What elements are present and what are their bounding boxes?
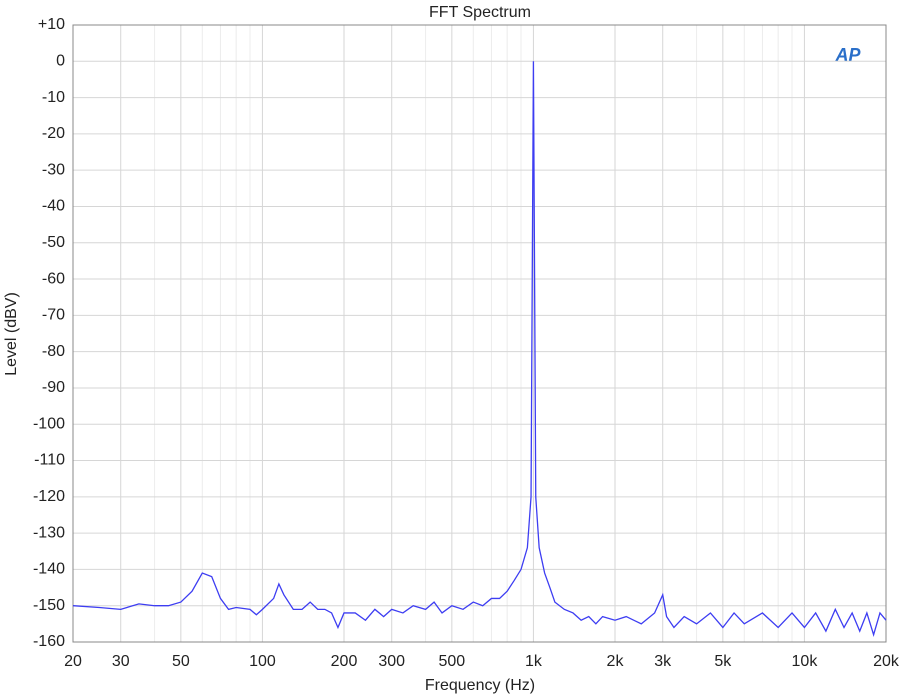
- y-tick-label: -100: [33, 415, 65, 432]
- y-tick-label: +10: [38, 16, 65, 33]
- spectrum-line: [72, 61, 887, 637]
- x-tick-label: 500: [438, 653, 465, 670]
- y-tick-label: -20: [42, 125, 65, 142]
- x-axis-label: Frequency (Hz): [425, 677, 535, 694]
- y-tick-label: -110: [34, 452, 65, 469]
- x-tick-label: 20k: [873, 653, 900, 670]
- x-tick-label: 3k: [654, 653, 672, 670]
- y-tick-label: -90: [42, 379, 65, 396]
- x-tick-label: 30: [112, 653, 130, 670]
- y-tick-label: -30: [42, 161, 65, 178]
- x-tick-label: 10k: [792, 653, 819, 670]
- y-tick-label: -80: [42, 343, 65, 360]
- y-tick-label: 0: [56, 53, 65, 70]
- x-tick-label: 100: [249, 653, 276, 670]
- logo: AP: [834, 45, 861, 65]
- y-tick-label: -160: [33, 633, 65, 650]
- x-tick-label: 5k: [714, 653, 732, 670]
- chart-title: FFT Spectrum: [429, 4, 531, 21]
- y-tick-label: -50: [42, 234, 65, 251]
- x-tick-label: 2k: [607, 653, 625, 670]
- y-tick-label: -70: [42, 307, 65, 324]
- y-tick-label: -140: [33, 561, 65, 578]
- y-tick-label: -150: [33, 597, 65, 614]
- y-tick-label: -10: [42, 89, 65, 106]
- x-tick-label: 1k: [525, 653, 543, 670]
- y-axis-label: Level (dBV): [3, 292, 20, 376]
- x-tick-label: 300: [378, 653, 405, 670]
- x-tick-label: 50: [172, 653, 190, 670]
- x-tick-label: 200: [331, 653, 358, 670]
- plot-frame: [72, 24, 887, 643]
- y-tick-label: -120: [33, 488, 65, 505]
- y-tick-label: -130: [33, 524, 65, 541]
- x-tick-label: 20: [64, 653, 82, 670]
- y-tick-label: -60: [42, 270, 65, 287]
- y-tick-label: -40: [42, 198, 65, 215]
